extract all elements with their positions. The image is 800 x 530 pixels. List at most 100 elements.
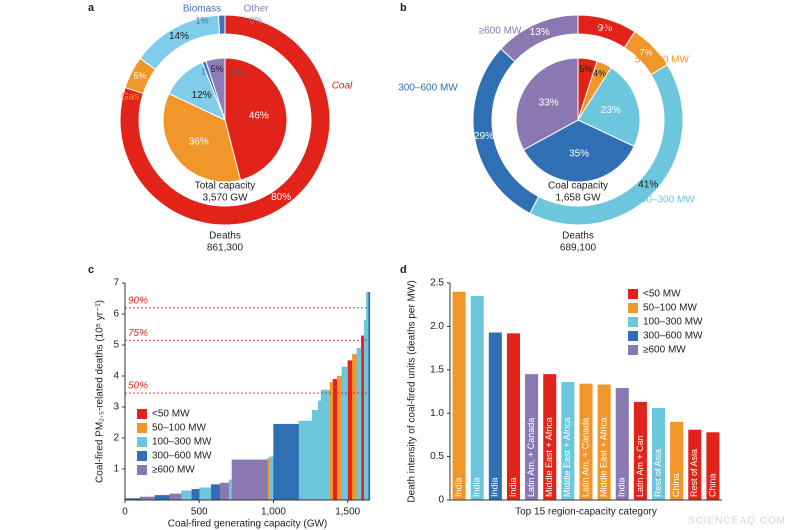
bar	[525, 374, 539, 500]
outer-title: Deaths	[562, 231, 594, 242]
value-label: 35%	[569, 149, 589, 160]
y-tick-label: 1	[113, 464, 119, 475]
y-tick-label: 2.5	[430, 278, 444, 289]
bar-label: China	[707, 473, 717, 497]
bar	[652, 407, 666, 500]
bar	[311, 409, 319, 501]
bar	[368, 292, 371, 501]
bar-label: Rest of Asia	[653, 449, 663, 497]
legend-label: 50–100 MW	[152, 423, 206, 434]
legend-label: ≥600 MW	[643, 345, 686, 356]
value-label: 13%	[530, 27, 550, 38]
category-label: 300–600 MW	[398, 83, 458, 94]
bar-label: India	[490, 477, 500, 497]
legend-label: 300–600 MW	[643, 331, 703, 342]
bar	[360, 335, 365, 501]
value-label: 41%	[638, 179, 658, 190]
legend-label: 100–300 MW	[152, 437, 212, 448]
bar	[543, 374, 557, 500]
center-title: Coal capacity	[548, 181, 608, 192]
annotation: 4%	[228, 67, 241, 77]
y-axis-title: Death intensity of coal-fired units (dea…	[407, 280, 418, 502]
panel-letter: b	[400, 2, 407, 14]
bar	[452, 291, 466, 500]
bar-label: Latin Am + Can	[635, 435, 645, 497]
bar	[579, 383, 593, 500]
bar	[615, 388, 629, 500]
outer-segment	[217, 14, 226, 35]
category-label: Other	[243, 4, 269, 15]
bar	[269, 456, 274, 501]
legend-swatch	[628, 317, 638, 327]
bar	[356, 347, 362, 501]
bar	[219, 482, 230, 501]
reference-label: 90%	[128, 295, 148, 306]
inner-segment	[224, 57, 288, 181]
bar	[633, 401, 647, 500]
value-label: 5%	[579, 64, 592, 74]
center-title: Total capacity	[195, 181, 256, 192]
panel-letter: d	[400, 264, 407, 276]
y-tick-label: 2.0	[430, 321, 444, 332]
value-label: 5%	[133, 71, 146, 81]
x-tick-label: 0	[122, 507, 128, 518]
legend-swatch	[628, 289, 638, 299]
category-label: ≥600 MW	[479, 26, 522, 37]
category-label: 50–100 MW	[635, 55, 689, 66]
category-label: <50 MW	[583, 23, 621, 34]
bar	[363, 320, 367, 501]
bar	[273, 423, 299, 501]
value-label: 46%	[249, 110, 269, 121]
x-axis-title: Top 15 region-capacity category	[515, 507, 657, 518]
y-tick-label: 4	[113, 371, 119, 382]
y-tick-label: 7	[113, 278, 119, 289]
bar	[228, 479, 233, 501]
bar-label: India	[453, 477, 463, 497]
panel-letter: a	[88, 2, 95, 14]
bar	[366, 292, 369, 501]
bar	[470, 296, 484, 500]
outer-total: 689,100	[560, 243, 597, 254]
bar-label: India	[617, 477, 627, 497]
bar	[320, 389, 331, 501]
bar-label: India	[508, 477, 518, 497]
value-label: 80%	[271, 192, 291, 203]
bar-label: Middle East + Africa	[599, 417, 609, 497]
inner-segment	[577, 66, 641, 148]
category-label: Gas	[121, 92, 139, 103]
outer-segment	[119, 14, 331, 226]
category-label: 100–300 MW	[635, 195, 695, 206]
bar	[169, 493, 182, 501]
category-label: Coal	[332, 81, 353, 92]
value-label: 1%	[201, 67, 214, 77]
inner-segment	[205, 57, 226, 121]
center-total: 3,570 GW	[202, 193, 248, 204]
category-label: Oil	[166, 41, 178, 52]
value-label: 29%	[474, 131, 494, 142]
bar	[181, 490, 192, 501]
value-label: 9%	[598, 23, 613, 34]
value-label: 4%	[593, 68, 606, 78]
legend-swatch	[137, 409, 147, 419]
bar	[597, 384, 611, 500]
bar	[199, 487, 212, 501]
legend-swatch	[628, 345, 638, 355]
value-label: 23%	[601, 105, 621, 116]
bar	[332, 378, 338, 501]
bar-label: Middle East + Africa	[562, 417, 572, 497]
y-tick-label: 1.0	[430, 408, 444, 419]
legend-swatch	[628, 331, 638, 341]
y-tick-label: 0.5	[430, 451, 444, 462]
legend-swatch	[137, 465, 147, 475]
bar	[210, 484, 221, 501]
legend-label: 50–100 MW	[643, 303, 697, 314]
legend-swatch	[137, 451, 147, 461]
bar	[341, 366, 348, 501]
bar	[488, 332, 502, 500]
center-total: 1,658 GW	[555, 193, 601, 204]
value-label: 0%	[249, 15, 262, 25]
bar	[706, 432, 720, 500]
y-tick-label: 3	[113, 402, 119, 413]
legend-swatch	[137, 423, 147, 433]
